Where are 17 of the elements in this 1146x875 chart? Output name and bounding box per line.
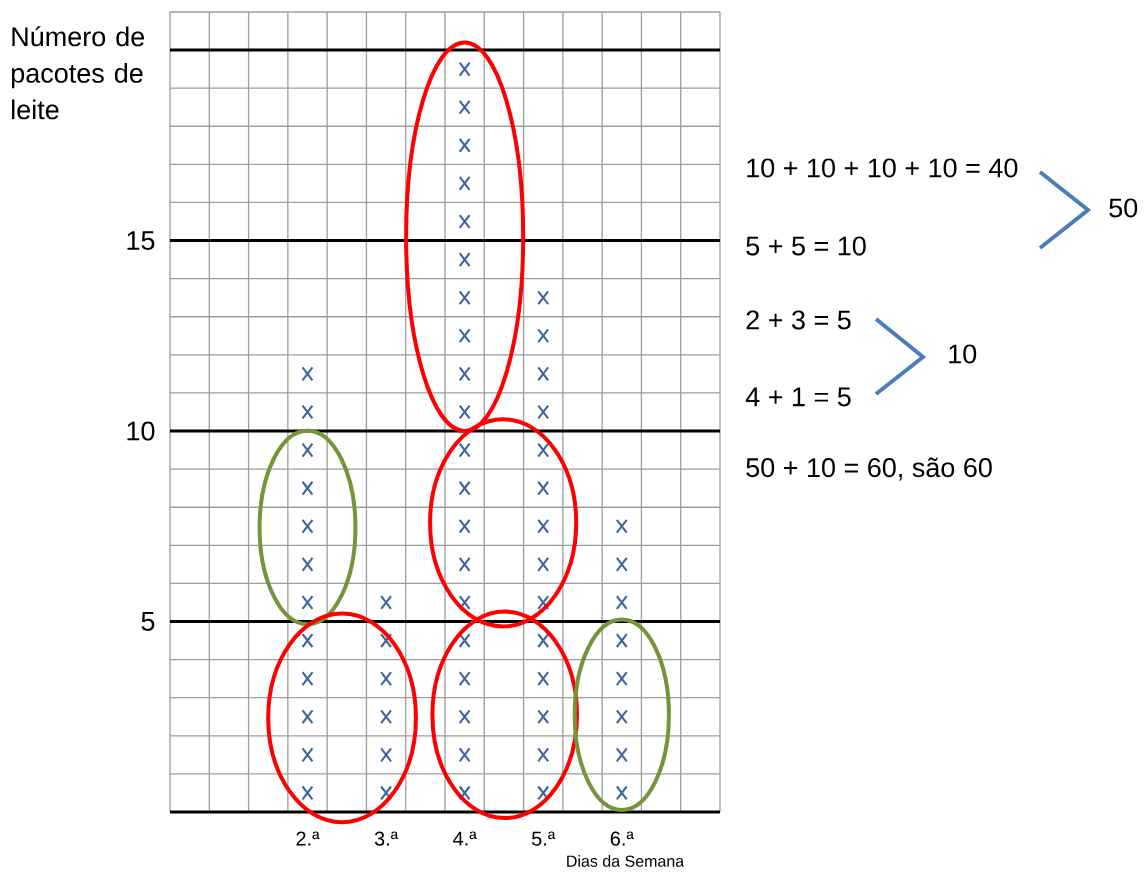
x-tick-label: 3.ª [374,831,399,846]
x-tick-label: 4.ª [453,831,477,846]
text: 50 [1109,198,1138,218]
text: 10 + 10 + 10 + 10 = 40 [747,158,1018,178]
x-axis-title: Dias da Semana [567,855,685,867]
text: 5 + 5 = 10 [746,236,866,256]
y-tick-label: 10 [127,421,155,441]
x-tick-label: 6.ª [610,831,634,846]
text: 10 [949,344,977,364]
text: 50 + 10 = 60, são 60 [746,457,992,481]
y-axis-title: Número de pacotes de leite [11,26,145,120]
text: 4 + 1 = 5 [745,387,851,407]
x-tick-label: 5.ª [531,831,556,846]
text: 2 + 3 = 5 [746,310,851,330]
x-tick-label: 2.ª [296,831,320,846]
y-tick-label: 5 [141,612,155,631]
y-tick-label: 15 [127,231,155,250]
